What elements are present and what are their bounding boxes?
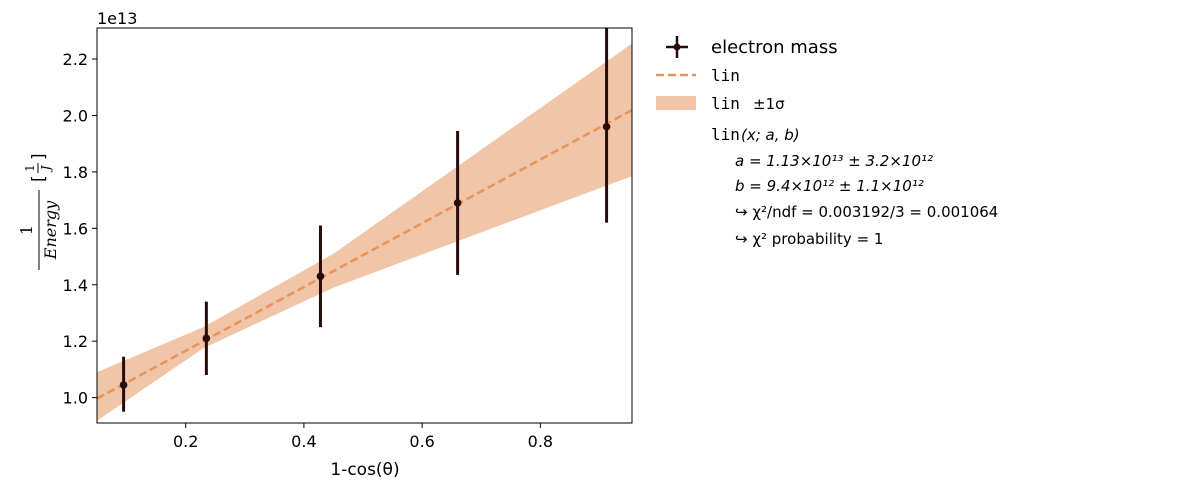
- y-axis-label-numerator: 1: [17, 225, 36, 235]
- x-tick-label-0.4: 0.4: [291, 432, 316, 451]
- y-tick-label-1.6: 1.6: [63, 219, 88, 238]
- legend: electron mass lin lin ±1σ lin (x; a, b) …: [656, 36, 998, 248]
- y-axis-unit-denominator: J: [39, 164, 53, 173]
- legend-param-a: a = 1.13×10¹³ ± 3.2×10¹²: [735, 152, 933, 170]
- legend-fit-label: lin: [711, 66, 740, 85]
- fit-line: [97, 108, 632, 400]
- y-tick-label-2.2: 2.2: [63, 50, 88, 69]
- data-point-1: [119, 381, 128, 389]
- y-scale-factor-label: 1e13: [97, 9, 137, 28]
- y-axis-unit-numerator: 1: [23, 164, 37, 172]
- legend-band-swatch: [656, 96, 696, 110]
- x-tick-label-0.2: 0.2: [173, 432, 198, 451]
- data-point-2: [202, 334, 211, 343]
- x-tick-label-0.6: 0.6: [409, 432, 434, 451]
- legend-band-suffix: ±1σ: [753, 95, 785, 113]
- legend-model-label: lin: [711, 125, 740, 144]
- y-axis-label-denominator: Energy: [41, 200, 60, 260]
- y-tick-label-1.8: 1.8: [63, 163, 88, 182]
- legend-param-b: b = 9.4×10¹² ± 1.1×10¹²: [735, 177, 924, 195]
- data-point-5: [602, 122, 611, 131]
- fit-band-group: [97, 43, 632, 421]
- y-axis-label: 1 Energy [ 1 J ]: [17, 153, 60, 270]
- legend-band-label: lin: [711, 94, 740, 113]
- legend-chi2-ndf: ↪ χ²/ndf = 0.003192/3 = 0.001064: [735, 203, 998, 221]
- y-tick-label-1.2: 1.2: [63, 332, 88, 351]
- legend-data-label: electron mass: [711, 37, 838, 58]
- x-tick-label-0.8: 0.8: [528, 432, 553, 451]
- fit-band: [97, 43, 632, 421]
- legend-data-marker-dot: [673, 43, 681, 51]
- data-points-group: [119, 28, 611, 412]
- y-ticks-group: 1.0 1.2 1.4 1.6 1.8 2.0 2.2: [63, 50, 97, 408]
- y-axis-unit-close-bracket: ]: [29, 153, 49, 160]
- y-axis-unit-open-bracket: [: [29, 175, 49, 182]
- data-point-4: [453, 199, 462, 207]
- plot-frame: [96, 27, 633, 424]
- legend-chi2-probability: ↪ χ² probability = 1: [735, 230, 883, 248]
- fit-line-group: [97, 108, 632, 400]
- legend-model-args: (x; a, b): [741, 126, 800, 144]
- legend-data-marker: [666, 36, 688, 58]
- x-ticks-group: 0.2 0.4 0.6 0.8: [173, 423, 553, 451]
- data-point-3: [316, 272, 325, 281]
- x-axis-label: 1-cos(θ): [330, 460, 399, 480]
- y-tick-label-2.0: 2.0: [63, 106, 88, 125]
- y-tick-label-1.4: 1.4: [63, 276, 88, 295]
- y-tick-label-1.0: 1.0: [63, 389, 88, 408]
